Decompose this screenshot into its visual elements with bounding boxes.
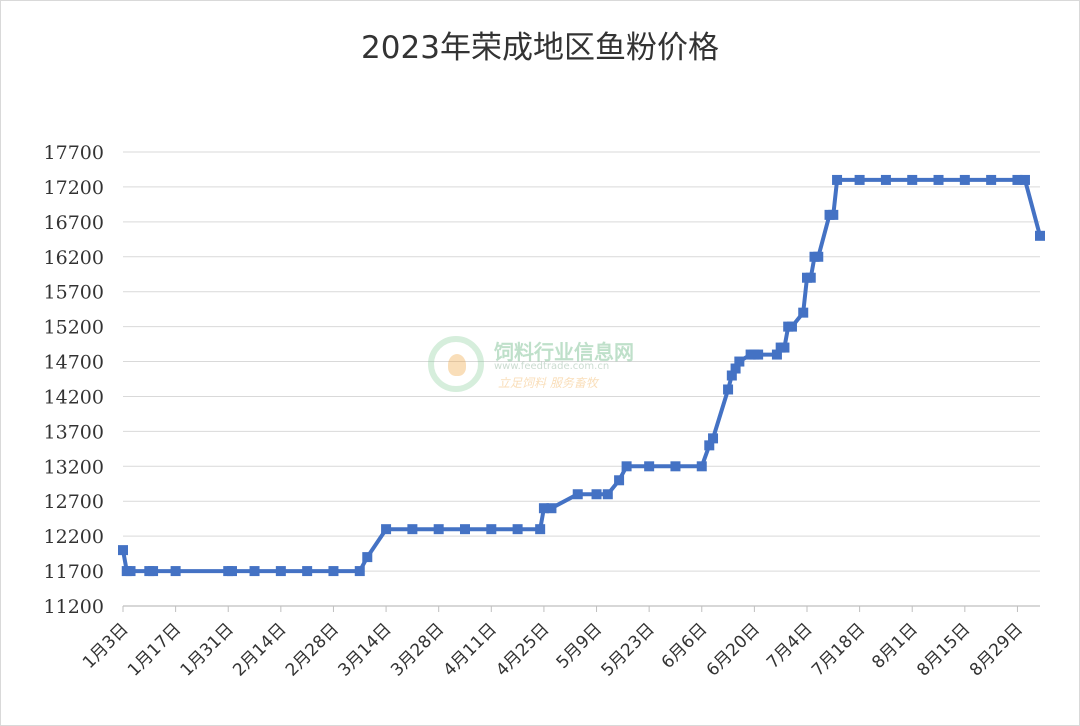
data-point — [614, 475, 625, 486]
data-point — [832, 174, 843, 185]
data-point — [572, 489, 583, 500]
data-point — [381, 524, 392, 535]
y-tick-label: 12200 — [44, 526, 104, 548]
data-point — [249, 566, 260, 577]
y-tick-label: 17700 — [44, 142, 104, 164]
data-point — [670, 461, 681, 472]
data-point — [704, 440, 715, 451]
data-point — [854, 174, 865, 185]
data-point — [696, 461, 707, 472]
data-point — [275, 566, 286, 577]
x-tick-label: 8月29日 — [966, 619, 1027, 680]
watermark-name: 饲料行业信息网 — [494, 340, 634, 364]
data-point — [125, 566, 136, 577]
data-point — [1035, 230, 1045, 241]
data-point — [726, 370, 737, 381]
data-point — [459, 524, 470, 535]
data-point — [602, 489, 613, 500]
data-point — [828, 209, 839, 220]
data-point — [986, 174, 997, 185]
x-tick-label: 1月31日 — [177, 619, 238, 680]
data-point — [933, 174, 944, 185]
data-point — [407, 524, 418, 535]
series-line — [118, 174, 1045, 577]
x-tick-label: 6月20日 — [703, 619, 764, 680]
data-point — [512, 524, 523, 535]
x-tick-label: 5月23日 — [598, 619, 659, 680]
data-point — [753, 349, 764, 360]
chart-title: 2023年荣成地区鱼粉价格 — [361, 30, 719, 66]
data-point — [148, 566, 159, 577]
y-tick-label: 17200 — [44, 177, 104, 199]
x-tick-label: 4月11日 — [440, 619, 501, 680]
data-point — [708, 433, 719, 444]
data-point — [959, 174, 970, 185]
y-tick-label: 11200 — [44, 596, 104, 618]
data-point — [226, 566, 237, 577]
data-point — [302, 566, 313, 577]
data-point — [644, 461, 655, 472]
y-tick-label: 15200 — [44, 317, 104, 339]
data-point — [786, 321, 797, 332]
data-point — [546, 503, 557, 514]
x-tick-label: 3月28日 — [387, 619, 448, 680]
x-tick-label: 4月25日 — [492, 619, 553, 680]
data-point — [538, 503, 549, 514]
x-tick-label: 1月17日 — [124, 619, 185, 680]
y-tick-label: 14700 — [44, 352, 104, 374]
x-tick-label: 2月14日 — [229, 619, 290, 680]
data-point — [433, 524, 444, 535]
data-point — [907, 174, 918, 185]
data-point — [118, 545, 128, 556]
data-point — [354, 566, 365, 577]
x-axis-ticks: 1月3日1月17日1月31日2月14日2月28日3月14日3月28日4月11日4… — [79, 606, 1027, 681]
watermark-slogan: 立足饲料 服务畜牧 — [498, 376, 598, 390]
watermark: 饲料行业信息网 www.feedtrade.com.cn 立足饲料 服务畜牧 — [428, 334, 658, 394]
data-point — [535, 524, 546, 535]
data-point — [805, 272, 816, 283]
data-point — [591, 489, 602, 500]
x-tick-label: 3月14日 — [334, 619, 395, 680]
data-point — [621, 461, 632, 472]
data-point — [170, 566, 181, 577]
data-point — [734, 356, 745, 367]
y-tick-label: 13200 — [44, 456, 104, 478]
x-tick-label: 7月18日 — [808, 619, 869, 680]
y-tick-label: 14200 — [44, 386, 104, 408]
y-tick-label: 16200 — [44, 247, 104, 269]
data-point — [1019, 174, 1030, 185]
y-tick-label: 11700 — [44, 561, 104, 583]
data-point — [771, 349, 782, 360]
data-point — [880, 174, 891, 185]
data-point — [723, 384, 734, 395]
data-point — [328, 566, 339, 577]
x-tick-label: 2月28日 — [282, 619, 343, 680]
data-point — [362, 552, 373, 563]
data-point — [798, 307, 809, 318]
gridlines — [123, 151, 1040, 572]
y-tick-label: 16700 — [44, 212, 104, 234]
data-point — [730, 363, 741, 374]
y-tick-label: 12700 — [44, 491, 104, 513]
watermark-url: www.feedtrade.com.cn — [494, 361, 610, 372]
y-tick-label: 15700 — [44, 282, 104, 304]
data-point — [486, 524, 497, 535]
data-point — [813, 251, 824, 262]
x-tick-label: 8月15日 — [913, 619, 974, 680]
data-point — [1012, 174, 1023, 185]
y-axis-ticks: 11200 11700 12200 12700 13200 13700 14200 14700… — [44, 142, 104, 618]
y-tick-label: 13700 — [44, 421, 104, 443]
watermark-logo-icon — [428, 336, 484, 392]
data-point — [779, 342, 790, 353]
